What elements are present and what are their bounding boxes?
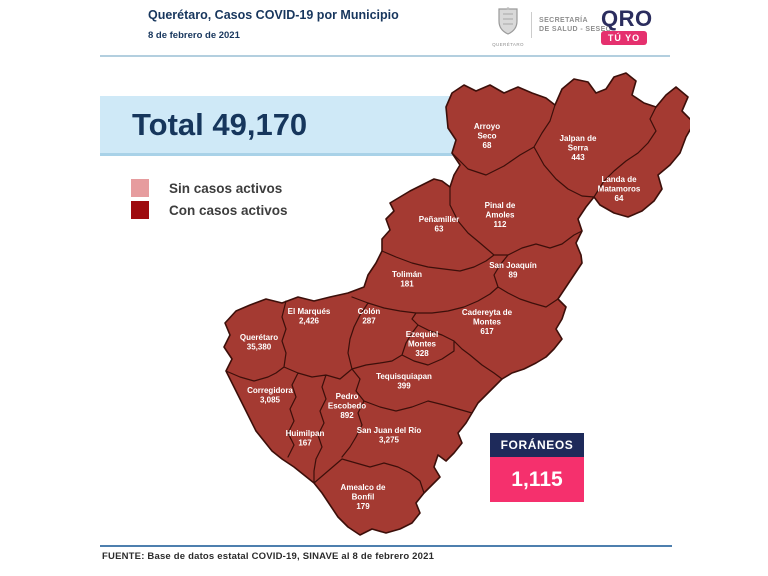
municipality-label: Tolimán 181	[392, 270, 422, 289]
municipality-label: Jalpan de Serra 443	[560, 134, 597, 162]
legend-swatch	[131, 179, 149, 197]
municipality-label: Pedro Escobedo 892	[328, 392, 366, 420]
coat-of-arms-label: QUERÉTARO	[492, 42, 524, 47]
qro-tu-yo-logo: QRO TÚ YO	[601, 8, 661, 45]
source-note: FUENTE: Base de datos estatal COVID-19, …	[102, 551, 435, 562]
state-outline	[223, 72, 690, 536]
municipality-label: Huimilpan 167	[286, 429, 325, 448]
legend-item: Con casos activos	[131, 201, 288, 219]
total-cases-banner: Total 49,170	[100, 96, 456, 156]
municipality-label: Peñamiller 63	[419, 215, 459, 234]
municipality-label: Landa de Matamoros 64	[598, 175, 641, 203]
legend-label: Con casos activos	[169, 202, 288, 218]
shield-icon	[498, 7, 518, 35]
foraneos-value: 1,115	[490, 457, 584, 502]
municipality-label: San Joaquín 89	[489, 261, 537, 280]
page-title: Querétaro, Casos COVID-19 por Municipio	[148, 8, 399, 22]
municipality-label: Pinal de Amoles 112	[485, 201, 516, 229]
legend-swatch	[131, 201, 149, 219]
municipality-label: Querétaro 35,380	[240, 333, 278, 352]
legend-item: Sin casos activos	[131, 179, 288, 197]
qro-logo-text: QRO	[601, 6, 653, 31]
municipal-borders	[225, 104, 657, 494]
municipality-label: Amealco de Bonfil 179	[341, 483, 386, 511]
header-divider	[100, 55, 670, 57]
foraneos-box: FORÁNEOS 1,115	[490, 433, 584, 502]
municipality-label: Corregidora 3,085	[247, 386, 293, 405]
municipality-label: Colón 287	[358, 307, 381, 326]
total-cases-text: Total 49,170	[132, 107, 308, 142]
foraneos-title: FORÁNEOS	[490, 433, 584, 457]
secretaria-salud-logo: SECRETARÍA DE SALUD - SESEQ	[539, 16, 612, 34]
municipality-label: Cadereyta de Montes 617	[462, 308, 513, 336]
secretaria-line2: DE SALUD - SESEQ	[539, 26, 612, 33]
municipality-label: San Juan del Río 3,275	[357, 426, 422, 445]
secretaria-line1: SECRETARÍA	[539, 17, 588, 24]
municipality-label: El Marqués 2,426	[288, 307, 331, 326]
map-legend: Sin casos activos Con casos activos	[131, 179, 288, 223]
tu-yo-badge: TÚ YO	[601, 31, 647, 45]
municipality-label: Ezequiel Montes 328	[406, 330, 438, 358]
municipality-label: Tequisquiapan 399	[376, 372, 432, 391]
footer-divider	[100, 545, 672, 547]
municipality-label: Arroyo Seco 68	[474, 122, 500, 150]
queretaro-coat-of-arms: QUERÉTARO	[488, 7, 528, 47]
legend-label: Sin casos activos	[169, 180, 283, 196]
logo-divider	[531, 12, 532, 38]
report-date: 8 de febrero de 2021	[148, 30, 240, 41]
